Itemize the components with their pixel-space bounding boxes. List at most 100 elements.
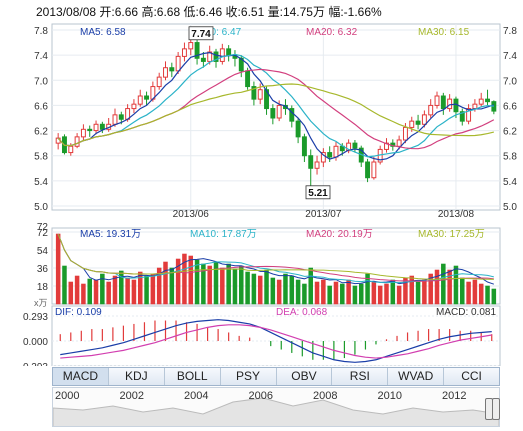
volume-ma-label: MA20: 20.19万 <box>306 229 373 240</box>
candle-body <box>396 139 402 147</box>
candle-body <box>87 128 93 132</box>
volume-bar <box>295 279 301 305</box>
volume-bar <box>106 281 111 305</box>
dif-label: DIF: 0.109 <box>55 307 102 318</box>
volume-bar <box>409 275 415 305</box>
candle-body <box>194 42 200 59</box>
volume-bar <box>422 279 427 305</box>
volume-bar <box>207 265 212 305</box>
volume-ma-label: MA30: 17.25万 <box>418 229 485 240</box>
tab-rsi[interactable]: RSI <box>332 368 389 385</box>
volume-bar <box>377 285 383 305</box>
timeline-handle-right[interactable] <box>492 398 500 420</box>
candle-body <box>181 48 187 57</box>
dif-line <box>60 319 492 363</box>
candle-body <box>308 155 314 169</box>
volume-bar <box>415 281 421 305</box>
high-callout-text: 7.74 <box>191 29 211 40</box>
volume-bar <box>232 268 238 305</box>
volume-bar <box>226 263 231 305</box>
volume-bar <box>396 285 402 305</box>
price-ytick-left: 6.2 <box>34 127 48 138</box>
candle-body <box>264 89 269 110</box>
candle-body <box>169 67 175 72</box>
volume-bar <box>137 271 143 305</box>
volume-bar <box>93 279 99 305</box>
volume-label: 量: <box>267 5 283 19</box>
tab-obv[interactable]: OBV <box>277 368 333 385</box>
change-value: -1.66% <box>343 5 382 19</box>
price-xtick: 2013/07 <box>305 209 342 220</box>
timeline-navigator[interactable]: 2000 2002 2004 2006 2008 2010 2012 <box>52 387 500 427</box>
price-ytick-right: 7.0 <box>503 76 517 87</box>
tab-wvad[interactable]: WVAD <box>388 368 445 385</box>
candle-body <box>118 114 124 120</box>
volume-bar <box>308 267 313 305</box>
candle-body <box>219 48 225 62</box>
tab-boll[interactable]: BOLL <box>165 368 221 385</box>
candle-body <box>257 89 263 100</box>
volume-bar <box>144 275 149 305</box>
candle-body <box>112 114 118 125</box>
timeline-year: 2008 <box>313 390 338 402</box>
volume-ma-label: MA10: 17.87万 <box>190 229 257 240</box>
dea-line <box>60 324 492 359</box>
volume-bar <box>283 273 288 305</box>
volume-bar <box>175 258 181 305</box>
ma30-line <box>57 83 494 147</box>
timeline-year: 2004 <box>184 390 209 402</box>
indicator-tabs: MACD KDJ BOLL PSY OBV RSI WVAD CCI <box>52 367 500 386</box>
volume-bar <box>188 255 194 305</box>
quote-header: 2013/08/08 开:6.66 高:6.68 低:6.46 收:6.51 量… <box>36 3 382 20</box>
candle-body <box>144 95 150 100</box>
high-value: 6.68 <box>156 5 181 19</box>
timeline-year: 2010 <box>377 390 402 402</box>
dea-label: DEA: 0.068 <box>276 307 328 318</box>
volume-bar <box>87 278 92 305</box>
volume-bar <box>194 259 200 305</box>
candle-body <box>276 104 282 119</box>
price-ma-label: MA5: 6.58 <box>80 27 126 38</box>
volume-bar <box>466 281 471 305</box>
volume-bar <box>220 267 225 305</box>
volume-bar <box>245 271 250 305</box>
volume-bar <box>131 279 137 305</box>
price-ytick-right: 6.6 <box>503 101 517 112</box>
timeline-year: 2012 <box>442 390 467 402</box>
open-value: 6.66 <box>114 5 139 19</box>
volume-ytick: 72 <box>37 228 49 239</box>
volume-ma5-line <box>57 233 495 285</box>
candle-body <box>74 136 80 147</box>
volume-ytick: 36 <box>37 264 49 275</box>
stock-chart[interactable]: 7.8 7.8 7.4 7.4 7.0 7.0 6.6 6.6 6.2 6.2 5.8 5.8 5.4 5… <box>0 0 523 366</box>
volume-ma-label: MA5: 19.31万 <box>80 229 141 240</box>
volume-bar <box>213 261 219 305</box>
volume-bar <box>156 267 162 305</box>
volume-bar <box>384 283 389 305</box>
volume-bar <box>472 279 478 305</box>
tab-macd[interactable]: MACD <box>53 368 109 385</box>
tab-kdj[interactable]: KDJ <box>109 368 165 385</box>
candle-body <box>472 103 478 110</box>
volume-bar <box>270 277 276 305</box>
volume-unit: x万 <box>34 298 48 308</box>
volume-bar <box>358 283 364 305</box>
candle-body <box>346 142 352 152</box>
volume-bar <box>441 263 446 305</box>
candle-body <box>402 126 408 141</box>
price-xtick: 2013/08 <box>438 209 475 220</box>
candle-body <box>365 161 371 179</box>
volume-bar <box>346 279 351 305</box>
tab-psy[interactable]: PSY <box>221 368 277 385</box>
timeline-year: 2006 <box>248 390 273 402</box>
volume-bar <box>478 283 484 305</box>
volume-bar <box>371 281 377 305</box>
price-ytick-left: 7.8 <box>34 26 48 37</box>
tab-cci[interactable]: CCI <box>461 369 482 383</box>
volume-bar <box>257 275 263 305</box>
volume-bar <box>302 283 307 305</box>
volume-bar <box>453 265 459 305</box>
candle-body <box>440 95 446 110</box>
volume-ma30-line <box>57 233 494 280</box>
candle-body <box>447 98 453 110</box>
